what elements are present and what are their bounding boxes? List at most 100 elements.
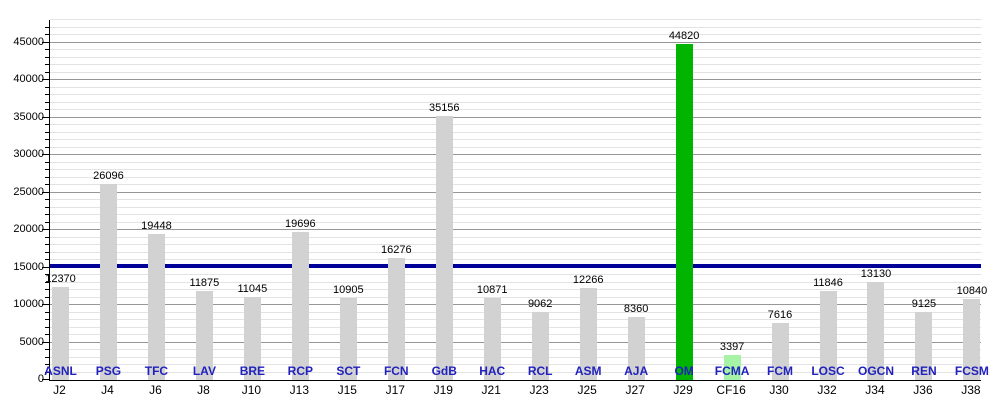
team-label: ASNL xyxy=(44,364,77,378)
y-axis-tick xyxy=(42,229,49,230)
gridline xyxy=(50,19,981,20)
bar-value-label: 9125 xyxy=(911,297,937,310)
y-axis-minor-tick xyxy=(45,319,49,320)
y-axis-minor-tick xyxy=(45,214,49,215)
team-label: FCMA xyxy=(714,364,750,378)
gridline xyxy=(50,41,981,43)
y-axis-tick xyxy=(42,154,49,155)
x-tick-label: J27 xyxy=(625,383,645,397)
gridline xyxy=(50,236,981,238)
x-tick-label: J32 xyxy=(817,383,837,397)
bar-value-label: 44820 xyxy=(668,29,700,42)
gridline xyxy=(50,131,981,133)
gridline xyxy=(50,116,981,118)
gridline xyxy=(50,176,981,178)
gridline xyxy=(50,191,981,193)
gridline xyxy=(50,206,981,208)
x-tick-label: J21 xyxy=(481,383,501,397)
x-tick-label: J23 xyxy=(529,383,549,397)
y-axis-minor-tick xyxy=(45,251,49,253)
team-label: REN xyxy=(911,364,937,378)
bar-value-label: 10871 xyxy=(476,284,508,297)
plot-area: 12370 ASNL 26096 PSG 19448 TFC 11875 LAV 11045 BR… xyxy=(42,19,989,381)
y-axis-minor-tick xyxy=(45,56,49,58)
bar-value-label: 7616 xyxy=(767,308,793,321)
team-label: AJA xyxy=(624,364,649,378)
y-axis-minor-tick xyxy=(45,71,49,73)
y-axis-tick-label: 40000 xyxy=(13,73,44,85)
gridline xyxy=(50,274,981,275)
gridline xyxy=(50,259,981,260)
x-tick-label: J2 xyxy=(53,383,66,397)
bar-value-label: 19696 xyxy=(285,218,316,231)
y-axis-minor-tick xyxy=(45,34,49,35)
bar xyxy=(627,317,645,380)
bar xyxy=(243,297,261,380)
y-axis-minor-tick xyxy=(45,244,49,245)
x-tick-label: J4 xyxy=(101,383,114,397)
x-tick-label: J8 xyxy=(197,383,210,397)
y-axis-tick-label: 0 xyxy=(37,373,44,385)
gridline xyxy=(50,56,981,58)
bar-value-label: 11875 xyxy=(189,276,220,289)
y-axis-tick-label: 10000 xyxy=(13,298,44,310)
x-tick-label: J36 xyxy=(913,383,933,397)
bar xyxy=(483,298,501,380)
team-label: BRE xyxy=(239,364,266,378)
gridline xyxy=(50,199,981,200)
gridline xyxy=(50,349,981,350)
bar xyxy=(99,184,117,380)
bar xyxy=(963,298,981,380)
bar-value-label: 11045 xyxy=(237,283,268,296)
bar-value-label: 35156 xyxy=(428,102,460,115)
gridline xyxy=(50,334,981,335)
bar-value-label: 13130 xyxy=(860,267,892,280)
y-axis-tick xyxy=(42,341,49,343)
gridline xyxy=(50,154,981,155)
bar-value-label: 16276 xyxy=(380,243,412,256)
y-axis-minor-tick xyxy=(45,49,49,50)
gridline xyxy=(50,221,981,223)
bar xyxy=(867,281,885,380)
y-axis-minor-tick xyxy=(45,356,49,358)
y-axis-tick xyxy=(42,116,49,118)
x-tick-label: J29 xyxy=(673,383,693,397)
gridline xyxy=(50,304,981,305)
bar xyxy=(531,312,549,380)
bar xyxy=(291,232,309,380)
team-label: RCP xyxy=(287,364,314,378)
y-axis-tick-label: 35000 xyxy=(13,110,44,123)
gridline xyxy=(50,184,981,185)
y-axis-tick-label: 15000 xyxy=(13,260,44,273)
y-axis-minor-tick xyxy=(45,176,49,178)
gridline xyxy=(50,296,981,298)
gridline xyxy=(50,341,981,343)
team-label: TFC xyxy=(144,364,169,378)
y-axis-minor-tick xyxy=(45,86,49,88)
team-label: GdB xyxy=(431,364,457,378)
y-axis-minor-tick xyxy=(45,281,49,283)
bar xyxy=(387,257,405,380)
team-label: PSG xyxy=(95,364,122,378)
gridline xyxy=(50,214,981,215)
y-axis-minor-tick xyxy=(45,289,49,290)
y-axis-minor-tick xyxy=(45,146,49,148)
gridline xyxy=(50,356,981,358)
team-label: ASM xyxy=(574,364,602,378)
bar xyxy=(915,311,933,380)
y-axis-minor-tick xyxy=(45,311,49,313)
team-label: FCN xyxy=(383,364,409,378)
gridline xyxy=(50,34,981,35)
gridline xyxy=(50,169,981,170)
y-axis-minor-tick xyxy=(45,236,49,238)
bar-value-label: 26096 xyxy=(93,170,124,183)
bar-value-label: 8360 xyxy=(623,303,649,316)
bar xyxy=(675,43,693,380)
x-tick-label: J25 xyxy=(577,383,597,397)
y-axis-minor-tick xyxy=(45,109,49,110)
bar-value-label: 10905 xyxy=(333,284,364,297)
bar-value-label: 9062 xyxy=(527,298,553,311)
x-tick-label: J13 xyxy=(289,383,310,397)
gridline xyxy=(50,251,981,253)
gridline xyxy=(50,101,981,103)
